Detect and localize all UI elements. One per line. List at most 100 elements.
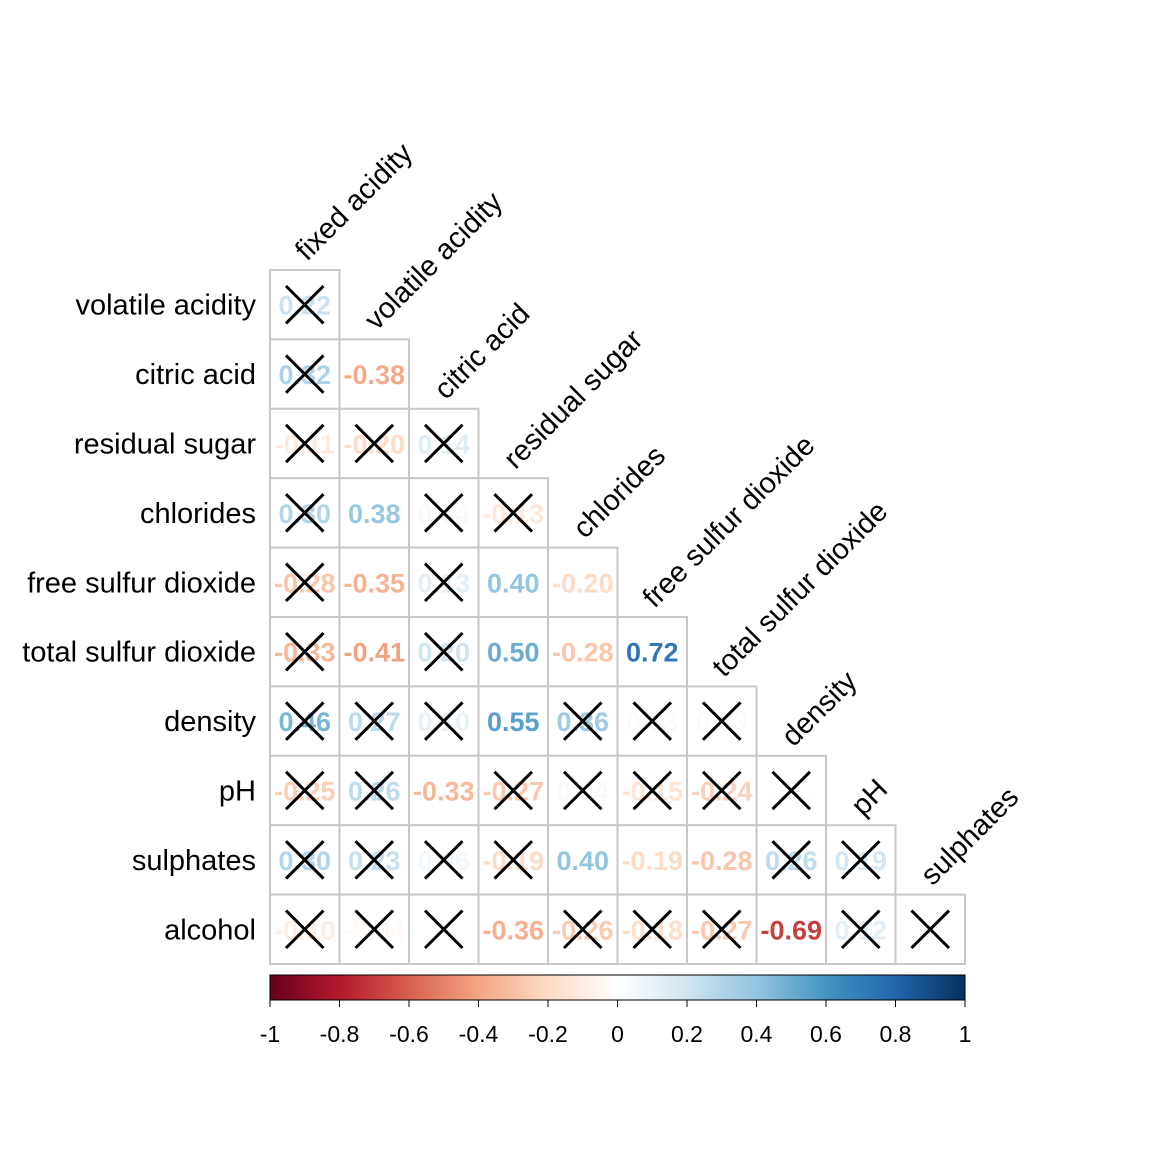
coefficient-label: 0.72 [626,638,679,668]
column-label: density [776,665,864,753]
correlation-cell: -0.18 [616,893,688,965]
correlation-cell: 0.46 [269,685,341,757]
correlation-cell: 0.10 [408,685,480,757]
correlation-cell: -0.28 [547,616,619,688]
insignificant-cross-icon [284,770,325,811]
column-label: citric acid [428,298,536,406]
row-label: sulphates [132,845,256,877]
cell-background [547,616,619,688]
insignificant-cross-icon [493,840,534,880]
legend-tick-label: 0.4 [741,1021,773,1047]
legend-tick-label: 0.2 [671,1021,703,1047]
cell-background [616,616,688,688]
legend-tick-label: -0.4 [459,1021,499,1047]
legend-tick-label: 0.8 [880,1021,912,1047]
column-label: fixed acidity [289,137,419,267]
correlation-cell: 0.06 [408,824,480,896]
row-label: residual sugar [74,429,256,461]
correlation-cells: 0.220.32 -0.38-0.11 -0.20 0.140.30 0.38 0.04-… [269,269,966,965]
correlation-cell: 0.12 [825,893,897,965]
correlation-cell: -0.20 [338,407,410,480]
insignificant-cross-icon [493,493,534,533]
cell-background [616,824,688,896]
column-label: residual sugar [498,323,650,475]
correlation-cell: 0.04 [547,754,619,827]
coefficient-label: 0.40 [487,568,540,598]
insignificant-cross-icon [701,770,742,811]
legend-tick-label: 0 [611,1021,624,1047]
legend-tick-label: -0.6 [389,1021,429,1047]
correlation-cell: 0.36 [547,685,619,757]
coefficient-label: -0.33 [413,777,475,807]
correlation-cell: -0.27 [686,893,758,965]
correlation-cell: 0.27 [338,685,410,757]
correlation-cell: -0.38 [338,338,410,410]
insignificant-cross-icon [910,909,951,950]
insignificant-cross-icon [284,562,325,603]
correlation-cell: -0.69 [755,893,827,965]
row-label: volatile acidity [75,290,256,322]
coefficient-label: 0.55 [487,707,540,737]
cell-background [477,893,549,965]
correlation-cell: -0.33 [269,616,341,688]
legend-tick-label: -0.2 [528,1021,568,1047]
insignificant-cross-icon [354,909,395,950]
correlation-cell: 0.30 [269,477,341,549]
color-legend: -1 -0.8 -0.6 -0.4 -0.2 0 0.2 0.4 0.6 0.8 1 [260,974,972,1047]
insignificant-cross-icon [284,423,325,464]
cell-background [755,893,827,965]
insignificant-cross-icon [771,840,812,880]
insignificant-cross-icon [771,770,812,811]
insignificant-cross-icon [284,284,325,325]
correlation-cell: 0.01 [408,893,480,965]
correlation-cell: -0.35 [338,546,410,618]
coefficient-label: -0.28 [552,638,614,668]
correlation-cell: -0.25 [269,754,341,827]
correlation-cell: 0.32 [269,338,341,410]
legend-tick-label: 0.6 [810,1021,842,1047]
legend-tick-label: -0.8 [320,1021,360,1047]
column-label: chlorides [567,440,672,545]
cell-background [338,477,410,549]
insignificant-cross-icon [354,701,395,741]
correlation-cell: 0.01 [755,754,827,827]
correlation-cell: 0.26 [755,824,827,896]
correlation-cell: 0.30 [269,824,341,896]
insignificant-cross-icon [284,909,325,950]
correlation-cell: -0.10 [269,893,341,965]
row-label: free sulfur dioxide [27,567,256,599]
correlation-cell: 0.40 [547,824,619,896]
coefficient-label: -0.36 [482,915,544,945]
correlation-cell: 0.14 [408,407,480,480]
row-label: density [164,706,256,738]
correlation-cell: 0.23 [338,824,410,896]
column-label: pH [845,773,894,822]
correlation-cell: 0.04 [408,477,480,549]
coefficient-label: -0.20 [552,568,614,598]
correlation-cell: -0.13 [477,477,549,549]
correlation-cell: -0.04 [338,893,410,965]
insignificant-cross-icon [632,770,673,811]
insignificant-cross-icon [284,354,325,394]
insignificant-cross-icon [284,631,325,672]
coefficient-label: -0.41 [343,638,405,668]
insignificant-cross-icon [354,770,395,811]
correlation-cell: -0.11 [269,407,341,480]
coefficient-label: -0.19 [621,846,683,876]
cell-background [408,754,480,827]
row-label: alcohol [164,914,256,946]
legend-tick-label: 1 [959,1021,972,1047]
coefficient-label: -0.35 [343,568,405,598]
row-label: chlorides [140,498,256,530]
insignificant-cross-icon [840,909,881,950]
correlation-cell: 0.50 [477,616,549,688]
insignificant-cross-icon [284,493,325,533]
row-label: citric acid [135,359,256,391]
correlation-cell: 0.38 [338,477,410,549]
correlation-cell: -0.24 [686,754,758,827]
correlation-cell: 0.03 [686,685,758,757]
insignificant-cross-icon [423,631,464,672]
insignificant-cross-icon [562,909,603,950]
correlation-cell: -0.00 [894,893,966,965]
